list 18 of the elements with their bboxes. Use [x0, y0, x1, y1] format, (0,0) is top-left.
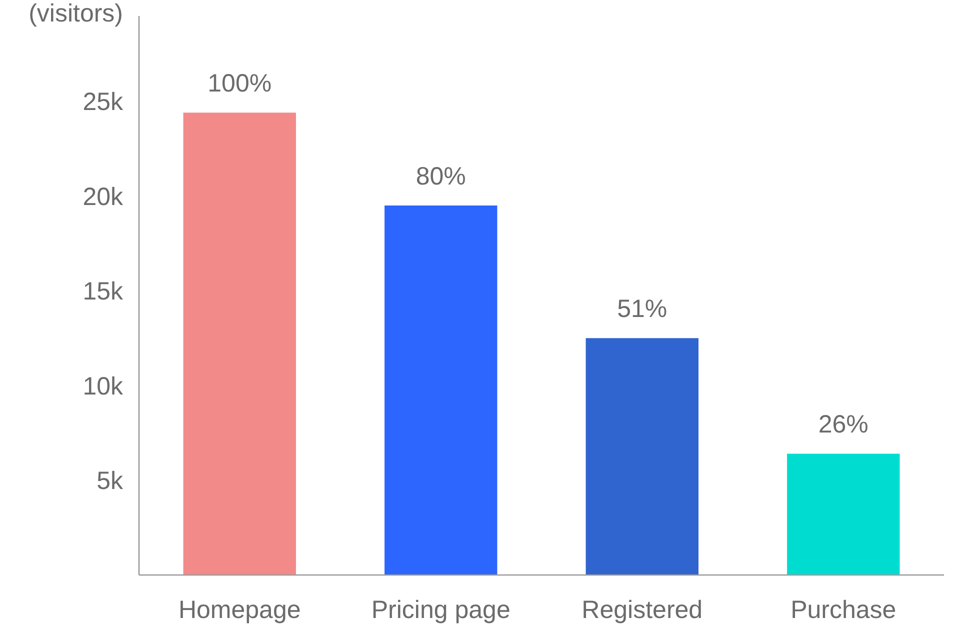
y-tick-label: 10k — [82, 372, 124, 400]
y-tick-label: 5k — [96, 467, 124, 496]
x-tick-label: Homepage — [178, 596, 301, 624]
x-tick-label: Pricing page — [371, 596, 510, 624]
bar — [384, 205, 498, 575]
bar — [586, 338, 698, 575]
annotation: 26% — [818, 410, 868, 439]
bar — [787, 454, 900, 575]
x-tick-label: Purchase — [790, 596, 896, 624]
annotation: 80% — [416, 162, 466, 190]
y-axis-title: (visitors) — [28, 0, 123, 28]
y-tick-label: 25k — [82, 88, 124, 116]
x-tick-label: Registered — [582, 596, 703, 624]
annotation: 100% — [208, 70, 272, 98]
annotation: 51% — [617, 295, 668, 324]
y-tick-label: 20k — [82, 182, 124, 211]
bar — [183, 112, 296, 575]
y-tick-label: 15k — [82, 278, 124, 306]
